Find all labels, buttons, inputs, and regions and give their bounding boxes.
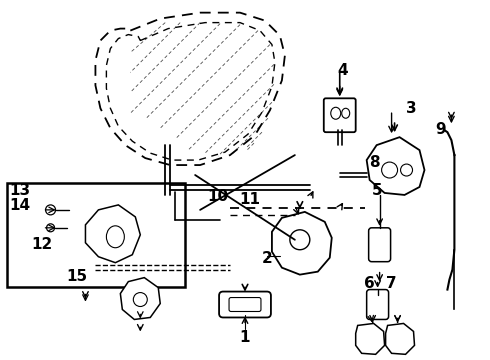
Circle shape — [400, 164, 413, 176]
Polygon shape — [367, 137, 424, 195]
Ellipse shape — [342, 108, 350, 118]
Circle shape — [47, 224, 54, 232]
Text: 8: 8 — [369, 154, 380, 170]
Text: 6: 6 — [364, 276, 375, 292]
Text: 4: 4 — [338, 63, 348, 78]
Text: 12: 12 — [31, 237, 53, 252]
Circle shape — [290, 230, 310, 250]
Ellipse shape — [106, 226, 124, 248]
Polygon shape — [272, 212, 332, 275]
Polygon shape — [121, 278, 160, 319]
FancyBboxPatch shape — [324, 98, 356, 132]
FancyBboxPatch shape — [229, 298, 261, 311]
FancyBboxPatch shape — [7, 183, 185, 287]
Text: 2: 2 — [262, 251, 272, 266]
Text: 5: 5 — [371, 183, 382, 198]
Polygon shape — [386, 323, 415, 354]
Text: 9: 9 — [435, 122, 446, 137]
Circle shape — [133, 293, 147, 306]
Circle shape — [382, 162, 397, 178]
Polygon shape — [356, 323, 385, 354]
FancyBboxPatch shape — [367, 289, 389, 319]
Text: 7: 7 — [386, 276, 397, 292]
Text: 10: 10 — [208, 189, 229, 204]
Text: 13: 13 — [10, 183, 31, 198]
Circle shape — [46, 205, 55, 215]
Text: 11: 11 — [240, 192, 260, 207]
FancyBboxPatch shape — [219, 292, 271, 318]
FancyBboxPatch shape — [368, 228, 391, 262]
Text: 14: 14 — [10, 198, 31, 213]
Polygon shape — [85, 205, 140, 263]
Ellipse shape — [331, 107, 341, 119]
Text: 1: 1 — [240, 330, 250, 345]
Text: 15: 15 — [66, 269, 87, 284]
Text: 3: 3 — [406, 101, 416, 116]
